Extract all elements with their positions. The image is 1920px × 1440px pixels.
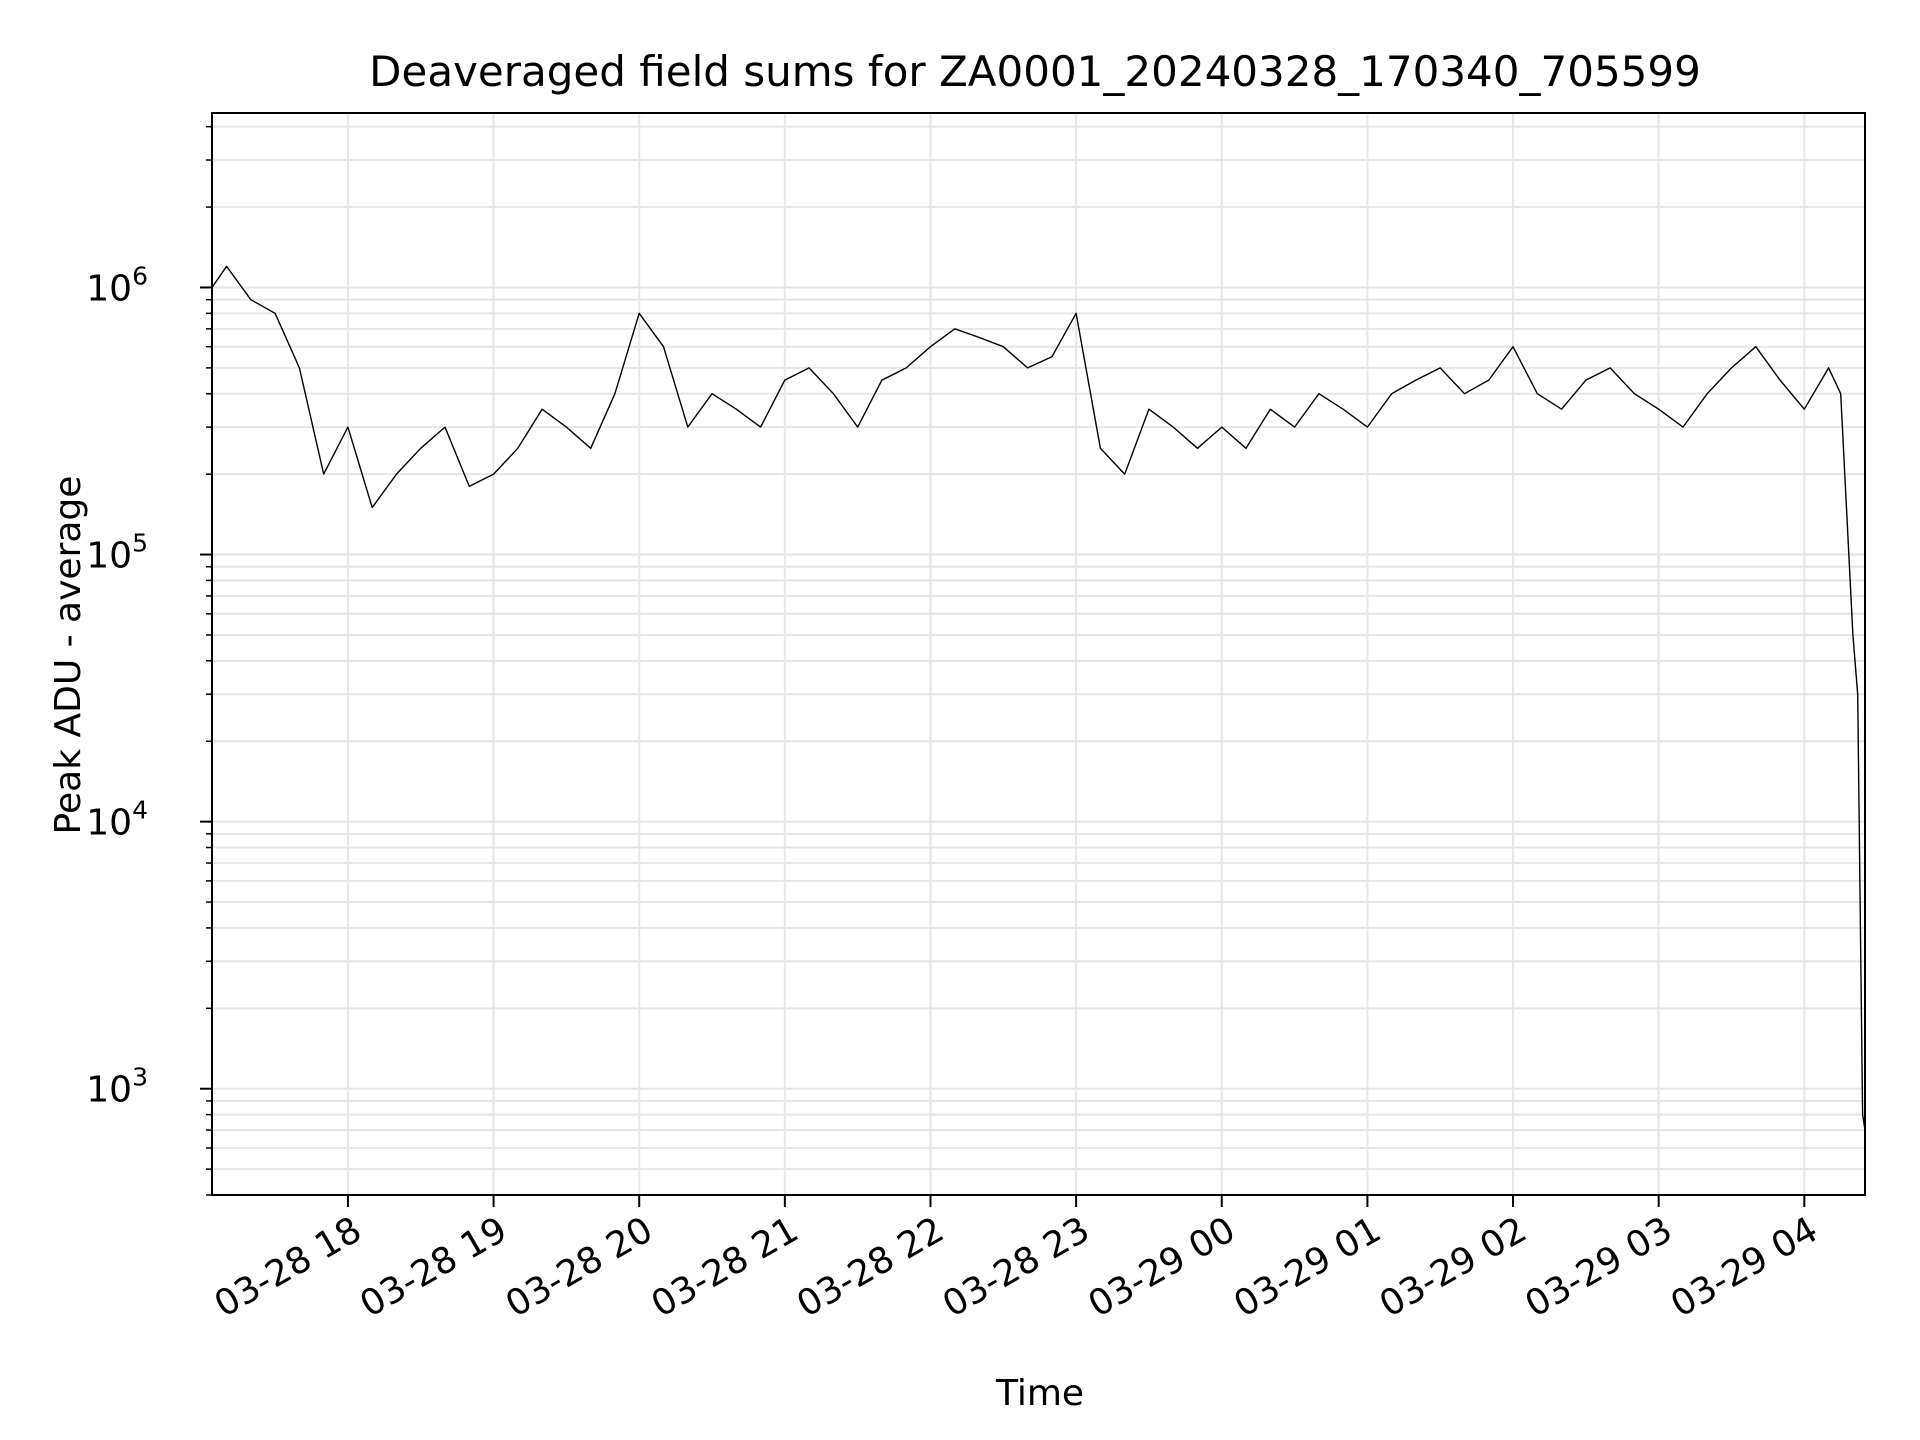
y-tick-label: 105 xyxy=(86,529,148,577)
series-layer xyxy=(211,265,1866,1131)
x-axis-label: Time xyxy=(995,1373,1084,1414)
y-tick-label: 103 xyxy=(86,1063,148,1111)
x-tick-label: 03-28 22 xyxy=(790,1209,951,1325)
x-tick-label: 03-29 04 xyxy=(1664,1209,1825,1325)
chart-title: Deaveraged field sums for ZA0001_2024032… xyxy=(369,47,1701,96)
x-tick-label: 03-28 23 xyxy=(936,1209,1097,1325)
grid xyxy=(212,113,1865,1196)
plot-frame xyxy=(211,112,1866,1196)
y-tick-label: 104 xyxy=(86,796,148,844)
y-axis: 103 104 105 106 xyxy=(86,125,212,1196)
x-tick-label: 03-28 19 xyxy=(353,1209,514,1325)
series-line xyxy=(211,265,1866,1131)
x-tick-label: 03-29 01 xyxy=(1227,1209,1388,1325)
x-tick-label: 03-29 00 xyxy=(1082,1209,1243,1325)
y-axis-label: Peak ADU - average xyxy=(48,476,89,835)
x-tick-label: 03-28 18 xyxy=(208,1209,369,1325)
x-tick-label: 03-28 21 xyxy=(645,1209,806,1325)
x-tick-label: 03-28 20 xyxy=(499,1209,660,1325)
x-tick-label: 03-29 03 xyxy=(1519,1209,1680,1325)
x-tick-label: 03-29 02 xyxy=(1373,1209,1534,1325)
y-tick-label: 106 xyxy=(86,261,148,309)
